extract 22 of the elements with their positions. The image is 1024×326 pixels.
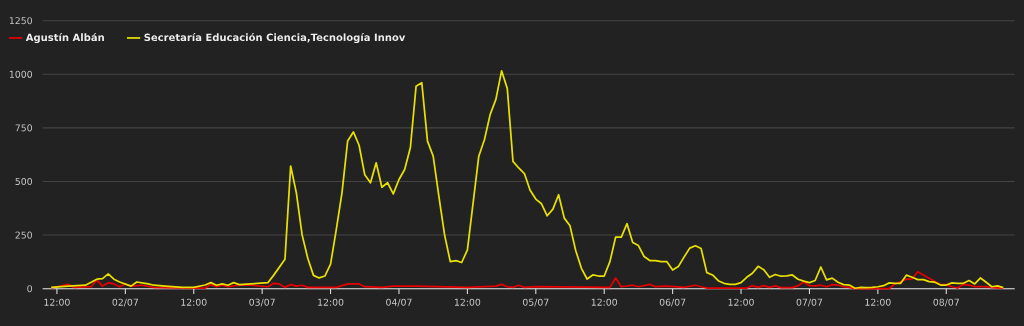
x-tick-label: 08/07 bbox=[933, 298, 959, 307]
x-tick-label: 12:00 bbox=[44, 298, 70, 306]
x-tick-label: 12:00 bbox=[728, 298, 754, 306]
y-tick-label: 1250 bbox=[9, 17, 32, 25]
x-tick-label: 03/07 bbox=[249, 298, 275, 307]
x-tick-label: 12:00 bbox=[865, 298, 891, 306]
y-tick-label: 1000 bbox=[9, 70, 32, 78]
x-tick-label: 04/07 bbox=[386, 298, 412, 307]
legend-label: Secretaría Educación Ciencia,Tecnología Innov bbox=[144, 32, 406, 44]
y-tick-label: 750 bbox=[15, 124, 32, 132]
y-tick-label: 250 bbox=[15, 231, 32, 239]
x-tick-label: 12:00 bbox=[181, 298, 207, 306]
x-tick-label: 02/07 bbox=[112, 298, 138, 307]
y-tick-label: 500 bbox=[15, 177, 32, 185]
y-tick-label: 0 bbox=[27, 285, 33, 293]
legend-label: Agustín Albán bbox=[25, 32, 104, 44]
x-tick-label: 12:00 bbox=[591, 298, 618, 306]
x-tick-label: 12:00 bbox=[454, 298, 481, 306]
x-tick-label: 12:00 bbox=[318, 298, 344, 306]
x-tick-label: 06/07 bbox=[659, 298, 686, 307]
x-tick-label: 07/07 bbox=[796, 298, 823, 307]
x-tick-label: 05/07 bbox=[522, 298, 549, 307]
